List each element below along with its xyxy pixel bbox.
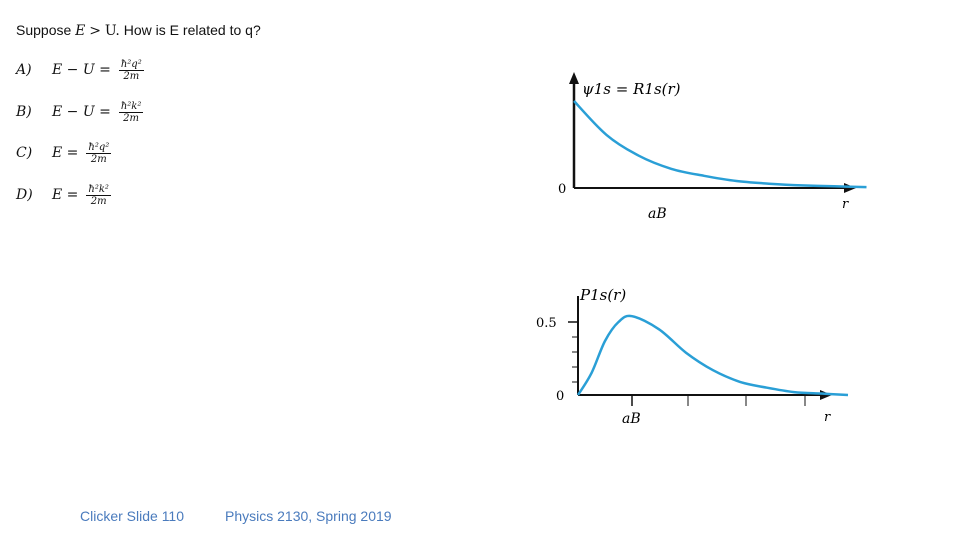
fraction-numerator: ħ²q² — [118, 58, 144, 71]
option-fraction: ħ²k² 2m — [86, 184, 111, 207]
question-op: > — [89, 23, 102, 39]
option-a[interactable]: A) E − U = ħ²q² 2m — [16, 55, 144, 85]
wavefunction-plot: ψ1s = R1s(r) 0 r aB — [558, 72, 867, 222]
x-axis-label: r — [824, 410, 831, 425]
option-lhs: E − U = — [52, 104, 111, 120]
option-lhs: E − U = — [52, 62, 111, 78]
y-axis-label: ψ1s = R1s(r) — [582, 80, 681, 98]
origin-label: 0 — [556, 389, 564, 404]
option-fraction: ħ²q² 2m — [86, 141, 112, 165]
option-c[interactable]: C) E = ħ²q² 2m — [16, 138, 112, 168]
question-lhs: E — [75, 23, 86, 39]
x-tick-label: aB — [648, 206, 667, 222]
option-label: C) — [16, 145, 33, 161]
option-label: D) — [16, 187, 33, 203]
option-lhs: E = — [52, 187, 79, 203]
y-axis-label: P1s(r) — [579, 286, 626, 304]
option-label: B) — [16, 104, 32, 120]
course-name: Physics 2130, Spring 2019 — [225, 508, 392, 524]
fraction-denominator: 2m — [123, 70, 140, 82]
option-label: A) — [16, 62, 32, 78]
y-axis-arrow — [569, 72, 579, 84]
y-tick-label: 0.5 — [536, 316, 557, 331]
data-line — [573, 100, 867, 189]
x-tick-label: aB — [622, 411, 641, 427]
option-lhs: E = — [52, 145, 79, 161]
option-fraction: ħ²q² 2m — [118, 58, 144, 82]
origin-label: 0 — [558, 182, 566, 197]
question-tail: How is E related to q? — [123, 22, 261, 38]
fraction-numerator: ħ²q² — [86, 141, 112, 154]
fraction-numerator: ħ²k² — [86, 183, 111, 196]
question-rhs: U. — [104, 23, 120, 39]
fraction-denominator: 2m — [90, 153, 107, 165]
question-prefix: Suppose — [16, 22, 72, 38]
question-text: Suppose E > U. How is E related to q? — [16, 22, 261, 39]
option-d[interactable]: D) E = ħ²k² 2m — [16, 180, 111, 210]
option-fraction: ħ²k² 2m — [118, 100, 144, 124]
fraction-denominator: 2m — [123, 112, 140, 124]
option-b[interactable]: B) E − U = ħ²k² 2m — [16, 97, 144, 127]
probability-plot: P1s(r) 0.5 0 r aB — [536, 286, 849, 427]
slide-number: Clicker Slide 110 — [80, 508, 185, 524]
fraction-denominator: 2m — [90, 195, 107, 207]
fraction-numerator: ħ²k² — [118, 100, 144, 113]
x-axis-label: r — [842, 197, 849, 212]
data-line — [576, 314, 849, 397]
